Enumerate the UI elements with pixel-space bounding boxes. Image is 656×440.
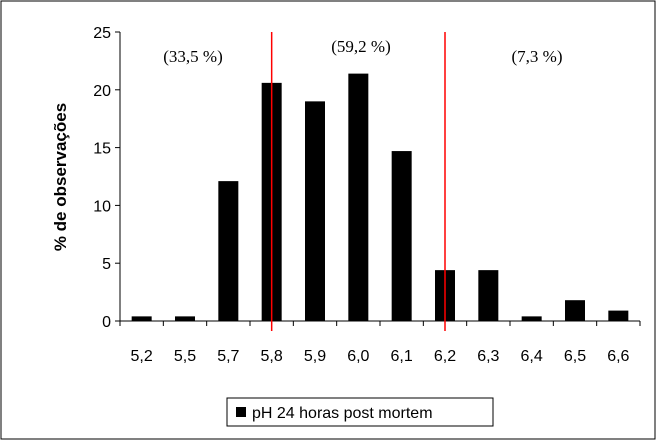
- x-tick-label: 6,5: [564, 348, 586, 365]
- y-tick-label: 20: [93, 83, 111, 100]
- x-tick-label: 5,2: [131, 348, 153, 365]
- legend-box: [226, 397, 494, 427]
- bar-6-6: [608, 310, 629, 321]
- x-tick-label: 5,9: [304, 348, 326, 365]
- x-tick-label: 6,0: [347, 348, 369, 365]
- bar-6-3: [478, 270, 499, 321]
- bar-5-2: [131, 316, 152, 321]
- x-tick-label: 6,6: [607, 348, 629, 365]
- x-tick-label: 5,8: [261, 348, 283, 365]
- bar-6-0: [348, 73, 369, 321]
- y-axis-label: % de observações: [51, 103, 70, 251]
- x-tick-label: 6,4: [521, 348, 543, 365]
- legend: pH 24 horas post mortem: [226, 397, 494, 427]
- legend-swatch: [236, 407, 246, 417]
- x-tick-label: 6,1: [391, 348, 413, 365]
- annotation-left-pct: (33,5 %): [163, 47, 222, 66]
- bar-6-5: [565, 300, 585, 321]
- x-tick-label: 6,2: [434, 348, 456, 365]
- y-tick-label: 15: [93, 141, 111, 158]
- bar-6-4: [521, 316, 542, 321]
- x-tick-label: 5,5: [174, 348, 196, 365]
- y-tick-label: 10: [93, 198, 111, 215]
- y-tick-label: 0: [102, 314, 111, 331]
- bar-6-1: [391, 151, 412, 321]
- bar-5-9: [305, 101, 325, 321]
- bar-5-7: [218, 181, 239, 321]
- annotation-right-pct: (7,3 %): [512, 47, 563, 66]
- legend-label: pH 24 horas post mortem: [252, 405, 433, 422]
- annotation-middle-pct: (59,2 %): [331, 37, 390, 56]
- bar-5-5: [175, 316, 195, 321]
- x-tick-label: 6,3: [477, 348, 499, 365]
- x-tick-label: 5,7: [217, 348, 239, 365]
- y-tick-label: 25: [93, 25, 111, 42]
- y-tick-label: 5: [102, 256, 111, 273]
